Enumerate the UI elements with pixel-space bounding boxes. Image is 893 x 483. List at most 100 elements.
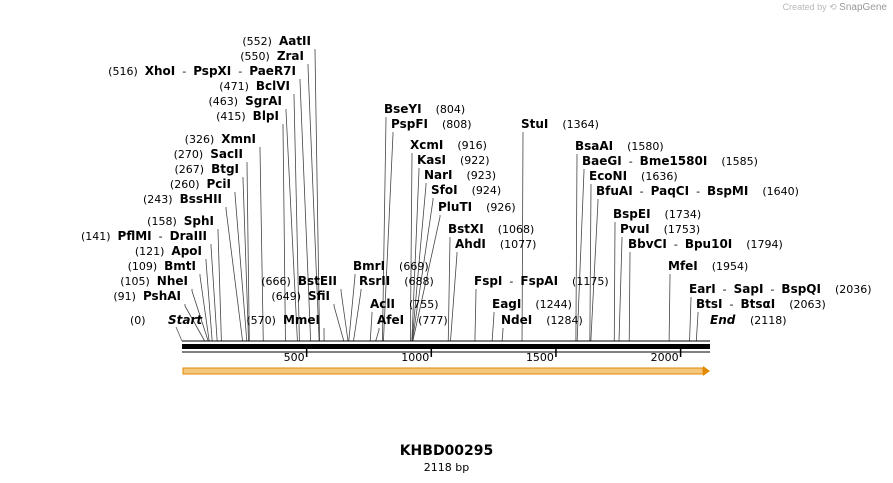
enzyme-leader-line (205, 259, 213, 342)
enzyme-name: SgrAI (245, 94, 282, 108)
enzyme-leader-line (590, 199, 599, 342)
enzyme-label: BfuAI - PaqCI - BspMI (1640) (596, 184, 799, 198)
separator: - (689, 185, 707, 198)
enzyme-label: AclI (755) (370, 297, 439, 311)
feature-band (182, 367, 704, 375)
enzyme-label: KasI (922) (417, 153, 490, 167)
enzyme-name: DraIII (170, 229, 207, 243)
cut-position: (550) (240, 50, 277, 63)
cut-position: (1077) (486, 238, 537, 251)
enzyme-leader-line (521, 132, 524, 342)
cut-position: (326) (185, 133, 222, 146)
cut-position: (415) (216, 110, 253, 123)
enzyme-leader-line (383, 132, 394, 342)
cut-position: (260) (170, 178, 207, 191)
enzyme-name: SfoI (431, 183, 458, 197)
cut-position: (922) (446, 154, 490, 167)
separator: - (502, 275, 520, 288)
enzyme-name: XmnI (221, 132, 256, 146)
enzyme-name: BaeGI (582, 154, 622, 168)
enzyme-leader-line (447, 237, 451, 342)
enzyme-name: BmrI (353, 259, 385, 273)
cut-position: (1585) (707, 155, 758, 168)
enzyme-labels: (0) Start End (2118)(91) PshAI(105) NheI(10… (81, 34, 872, 327)
enzyme-label: (270) SacII (174, 147, 243, 161)
enzyme-leader-line (501, 328, 504, 342)
snapgene-credit: Created by ⟲ SnapGene (783, 2, 887, 13)
enzyme-leader-line (184, 304, 206, 342)
cut-position: (924) (458, 184, 502, 197)
cut-position: (2063) (775, 298, 826, 311)
enzyme-label: (260) PciI (170, 177, 231, 191)
enzyme-label: (666) BstEII (261, 274, 337, 288)
enzyme-label: FspI - FspAI (1175) (474, 274, 609, 288)
enzyme-label: (649) SfiI (271, 289, 330, 303)
enzyme-name: SfiI (308, 289, 330, 303)
enzyme-name: EcoNI (589, 169, 627, 183)
enzyme-name: AclI (370, 297, 395, 311)
cut-position: (669) (385, 260, 429, 273)
cut-position: (688) (390, 275, 434, 288)
enzyme-name: Bme1580I (640, 154, 708, 168)
separator: - (723, 298, 741, 311)
enzyme-name: BseYI (384, 102, 422, 116)
enzyme-label: BspEI (1734) (613, 207, 701, 221)
enzyme-name: EagI (492, 297, 521, 311)
enzyme-label: NarI (923) (424, 168, 496, 182)
tick-label: 1500 (526, 351, 554, 364)
enzyme-leader-line (314, 49, 321, 342)
feature-arrow (182, 366, 710, 376)
cut-position: (463) (209, 95, 246, 108)
enzyme-label: BseYI (804) (384, 102, 465, 116)
enzyme-label: SfoI (924) (431, 183, 501, 197)
separator: - (622, 155, 640, 168)
enzyme-leader-line (450, 252, 458, 342)
enzyme-label: (109) BmtI (128, 259, 196, 273)
cut-position: (158) (147, 215, 184, 228)
enzyme-name: PflMI (118, 229, 152, 243)
enzyme-label: AhdI (1077) (455, 237, 536, 251)
enzyme-leader-line (333, 304, 345, 342)
enzyme-name: SphI (184, 214, 214, 228)
enzyme-name: ZraI (277, 49, 304, 63)
enzyme-name: PciI (207, 177, 232, 191)
enzyme-leader-line (234, 192, 248, 342)
enzyme-leader-line (589, 184, 592, 342)
enzyme-name: ApoI (171, 244, 202, 258)
enzyme-name: BstXI (448, 222, 484, 236)
cut-position: (570) (246, 314, 283, 327)
sequence-backbone (182, 344, 710, 349)
enzyme-leader-line (348, 274, 356, 342)
enzyme-leader-line (225, 207, 243, 342)
cut-position: (926) (472, 201, 516, 214)
enzyme-leader-line (474, 289, 477, 342)
separator: - (175, 65, 193, 78)
cut-position: (243) (143, 193, 180, 206)
enzyme-leader-line (282, 124, 286, 342)
enzyme-label: StuI (1364) (521, 117, 599, 131)
separator: - (152, 230, 170, 243)
enzyme-label: XcmI (916) (410, 138, 487, 152)
cut-position: (808) (428, 118, 472, 131)
cut-position: (141) (81, 230, 118, 243)
enzyme-label: PspFI (808) (391, 117, 472, 131)
cut-position: (666) (261, 275, 298, 288)
enzyme-label: EagI (1244) (492, 297, 572, 311)
cut-position: (755) (395, 298, 439, 311)
enzyme-name: XhoI (145, 64, 176, 78)
enzyme-label: (552) AatII (242, 34, 311, 48)
enzyme-name: BclVI (256, 79, 290, 93)
enzyme-name: BssHII (180, 192, 222, 206)
cut-position: (916) (443, 139, 487, 152)
enzyme-name: FspI (474, 274, 502, 288)
enzyme-leader-line (242, 177, 249, 342)
enzyme-name: BmtI (164, 259, 196, 273)
enzyme-name: PluTI (438, 200, 472, 214)
cut-position: (1580) (613, 140, 664, 153)
enzyme-name: PaeR7I (249, 64, 296, 78)
cut-position: (1753) (650, 223, 701, 236)
tick-label: 500 (284, 351, 305, 364)
enzyme-name: AhdI (455, 237, 486, 251)
separator: - (231, 65, 249, 78)
enzyme-name: XcmI (410, 138, 443, 152)
